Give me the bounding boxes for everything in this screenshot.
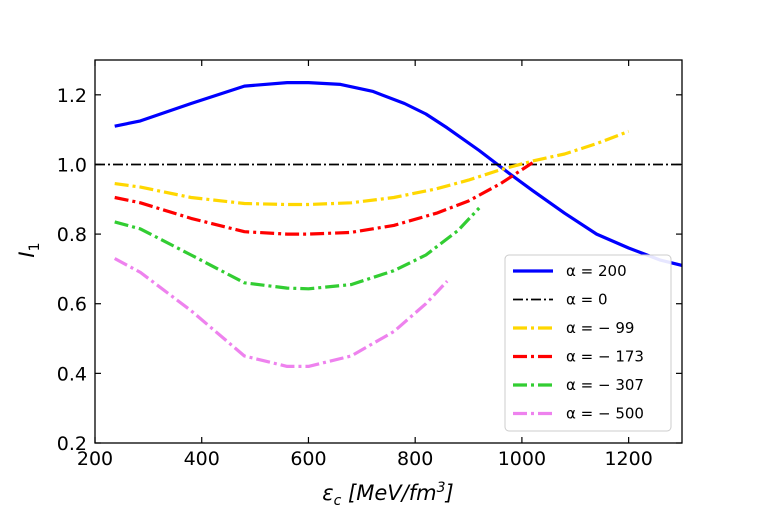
y-axis-label: I1 [15,242,43,257]
legend-label-4: α = − 173 [566,348,644,366]
y-tick-label: 0.6 [57,294,87,316]
x-tick-label: 800 [397,448,433,470]
series-line-5 [114,206,481,291]
plot-frame [94,59,683,444]
legend-label-5: α = − 307 [566,376,644,394]
series-line-6 [113,257,449,368]
series-line-4 [114,161,534,236]
x-tick-label: 400 [184,448,220,470]
x-ticks: 200 400 600 800 1000 1200 [77,60,653,470]
series-line-3 [114,129,630,207]
y-tick-label: 1.2 [57,85,87,107]
legend-label-3: α = − 99 [566,319,634,337]
y-tick-label: 0.8 [57,224,87,246]
y-tick-label: 1.0 [57,154,87,176]
y-tick-label: 0.4 [57,363,87,385]
legend-label-1: α = 200 [566,262,627,280]
plot-lines [95,80,682,368]
legend: α = 200 α = 0 α = − 99 α = − 173 α = − 307 α … [504,254,672,432]
series-line-1 [114,80,682,267]
x-tick-label: 1200 [604,448,652,470]
x-tick-label: 1000 [498,448,546,470]
y-tick-label: 0.2 [57,433,87,455]
legend-label-2: α = 0 [566,291,608,309]
legend-box [504,254,672,432]
legend-label-6: α = − 500 [566,405,644,423]
x-tick-label: 600 [290,448,326,470]
x-tick-label: 200 [77,448,113,470]
y-ticks: 0.2 0.4 0.6 0.8 1.0 1.2 [57,85,682,455]
x-axis-label: εc [MeV/fm3] [322,480,453,506]
